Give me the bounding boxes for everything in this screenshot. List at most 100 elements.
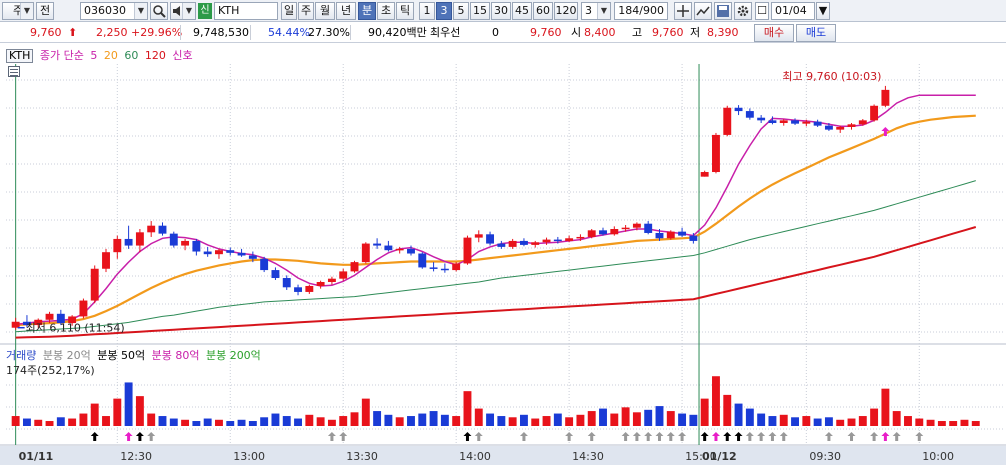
candle-body <box>215 250 223 255</box>
buy-button[interactable]: 매수 <box>754 24 794 42</box>
prev-button[interactable]: 전 <box>36 2 54 20</box>
signal-arrow-icon <box>474 432 483 441</box>
speaker-icon[interactable]: ▼ <box>170 2 196 20</box>
volume-bar <box>587 411 596 426</box>
volume-bar <box>565 417 574 426</box>
save-icon[interactable] <box>714 2 732 20</box>
signal-arrow-icon <box>892 432 901 441</box>
interval-3[interactable]: 3 <box>436 2 452 20</box>
volume-bar <box>135 396 144 426</box>
stock-name-field[interactable]: KTH <box>214 2 278 20</box>
cross-tool-icon[interactable] <box>674 2 692 20</box>
settings-icon[interactable] <box>734 2 752 20</box>
chart-tool-icon[interactable] <box>694 2 712 20</box>
period-minute[interactable]: 분 <box>358 2 376 20</box>
signal-arrow-icon <box>757 432 766 441</box>
high-label: 고 <box>632 26 643 39</box>
volume-bar <box>723 394 732 426</box>
date-checkbox[interactable]: ☐ <box>755 2 769 20</box>
period-week[interactable]: 주 <box>298 2 314 20</box>
volume-bar <box>192 421 201 426</box>
candle-body <box>135 232 144 246</box>
volume-bar <box>768 416 777 426</box>
volume-bar <box>971 421 980 426</box>
volume-bar <box>644 409 653 426</box>
volume-bar <box>147 413 156 426</box>
signal-arrow-icon <box>870 432 879 441</box>
price-panel-bg <box>0 64 1006 344</box>
interval-45[interactable]: 45 <box>512 2 532 20</box>
volume-bar <box>407 416 415 426</box>
candle-body <box>881 89 890 106</box>
volume-bar <box>237 419 246 426</box>
period-tick[interactable]: 틱 <box>396 2 414 20</box>
legend-ma20: 20 <box>103 49 118 62</box>
menu-icon[interactable] <box>8 66 20 77</box>
volume-bar <box>282 416 291 426</box>
candle-body <box>599 230 607 235</box>
candle-body <box>723 107 732 135</box>
date-input[interactable]: 01/04 <box>771 2 815 20</box>
interval-input[interactable]: 3 ▼ <box>581 2 611 20</box>
buy-signal-icon <box>881 127 890 136</box>
interval-1[interactable]: 1 <box>419 2 435 20</box>
price-chart[interactable]: 최고 9,760 (10:03) 최저 6,110 (11:54) 01/11 12… <box>0 44 1006 465</box>
current-price: 9,760 <box>30 26 62 39</box>
interval-60[interactable]: 60 <box>533 2 553 20</box>
candle-body <box>79 300 88 317</box>
candle-body <box>824 125 833 130</box>
volume-bar <box>45 421 54 426</box>
volume-bar <box>102 416 110 426</box>
market-select[interactable]: 주 ▼ <box>2 2 34 20</box>
low-price: 8,390 <box>707 26 739 39</box>
volume-bar <box>813 418 822 426</box>
candle-body <box>350 262 359 272</box>
candle-body <box>181 240 190 246</box>
volume-bar <box>632 412 641 426</box>
x-axis-label: 01/12 <box>702 450 737 463</box>
volume-legend: 거래량 분봉 20억 분봉 50억 분봉 80억 분봉 200억 <box>6 347 264 362</box>
bar-count-field[interactable]: 184/900 <box>614 2 668 20</box>
candle-body <box>497 243 506 247</box>
market-select-label: 주 <box>12 4 24 17</box>
chevron-down-icon: ▼ <box>182 3 195 19</box>
period-second[interactable]: 초 <box>377 2 395 20</box>
volume-bar <box>847 418 856 426</box>
interval-120[interactable]: 120 <box>554 2 578 20</box>
candle-body <box>836 126 845 130</box>
signal-arrow-icon <box>666 432 675 441</box>
magnifier-icon[interactable] <box>150 2 168 20</box>
stock-code-value: 036030 <box>84 4 126 17</box>
candle-body <box>203 251 212 255</box>
chevron-down-icon: ▼ <box>20 3 33 19</box>
candle-body <box>644 223 653 233</box>
candle-body <box>813 121 822 126</box>
volume-bar <box>757 413 766 426</box>
candle-body <box>373 243 382 246</box>
period-year[interactable]: 년 <box>336 2 356 20</box>
interval-30[interactable]: 30 <box>491 2 511 20</box>
stock-code-input[interactable]: 036030 ▼ <box>80 2 148 20</box>
volume-bar <box>892 411 901 426</box>
volume-bar <box>531 418 540 426</box>
up-arrow-icon: ⬆ <box>68 26 78 39</box>
period-day[interactable]: 일 <box>281 2 297 20</box>
volume-bar <box>836 419 845 426</box>
trade-amount: 90,420백만 <box>368 26 427 39</box>
legend-tag[interactable]: KTH <box>6 49 34 63</box>
chart-panel[interactable]: 최고 9,760 (10:03) 최저 6,110 (11:54) 01/11 12… <box>0 44 1006 465</box>
signal-arrow-icon <box>327 432 336 441</box>
x-axis-label: 01/11 <box>19 450 54 463</box>
interval-5[interactable]: 5 <box>453 2 469 20</box>
volume-bar <box>700 398 709 426</box>
date-dropdown[interactable]: ▼ <box>816 2 830 20</box>
turnover-rate: 27.30% <box>308 26 350 39</box>
signal-arrow-icon <box>135 432 144 441</box>
signal-arrow-icon <box>587 432 596 441</box>
candle-body <box>407 248 415 254</box>
candle-body <box>68 316 77 324</box>
period-month[interactable]: 월 <box>315 2 335 20</box>
sell-button[interactable]: 매도 <box>796 24 836 42</box>
interval-15[interactable]: 15 <box>470 2 490 20</box>
signal-arrow-icon <box>621 432 630 441</box>
